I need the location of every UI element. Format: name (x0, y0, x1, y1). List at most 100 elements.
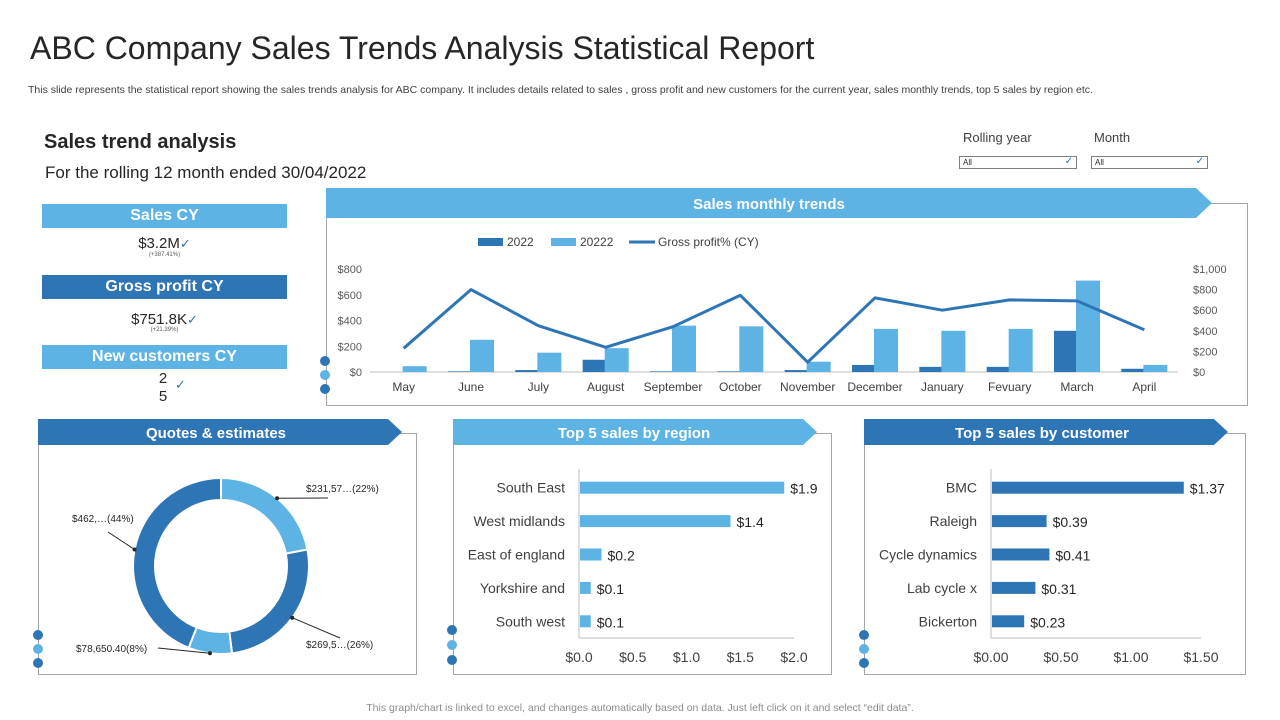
legend-swatch (551, 238, 576, 246)
bar-20222 (672, 325, 696, 372)
y-tick-label: $600 (338, 290, 362, 302)
x-tick-label: August (587, 380, 625, 394)
bar-2022 (919, 366, 944, 372)
x-tick-label: $0.5 (619, 649, 646, 665)
bar-20222 (604, 348, 629, 372)
panel-dot (33, 658, 43, 668)
y2-tick-label: $800 (1193, 285, 1217, 297)
check-icon: ✓ (186, 312, 198, 327)
panel-dot (447, 655, 457, 665)
bar (580, 481, 785, 494)
category-label: Cycle dynamics (879, 547, 977, 563)
summary-title: Sales trend analysis (44, 131, 237, 153)
value-label: $1.4 (737, 514, 764, 530)
x-tick-label: December (847, 380, 902, 394)
y-tick-label: $200 (338, 341, 362, 353)
check-icon: ✓ (175, 377, 186, 392)
new-customers-cy-value: 2 5 (155, 370, 171, 406)
value-label: $0.41 (1055, 548, 1090, 564)
gross-profit-amount: $751.8K (131, 311, 187, 328)
y2-tick-label: $600 (1193, 305, 1217, 317)
bar-20222 (1008, 328, 1033, 372)
value-label: $0.23 (1030, 614, 1065, 630)
bar-2022 (784, 370, 809, 372)
donut-slice (132, 476, 222, 650)
x-tick-label: September (644, 380, 703, 394)
bar (580, 548, 602, 561)
region-panel (453, 433, 832, 675)
quotes-header: Quotes & estimates (38, 419, 402, 445)
bar-20222 (402, 366, 427, 372)
x-tick-label: April (1132, 380, 1156, 394)
check-icon: ✓ (179, 236, 191, 251)
y-tick-label: $0 (350, 367, 362, 379)
bar-20222 (537, 352, 562, 372)
footer-note: This graph/chart is linked to excel, and… (366, 702, 914, 714)
month-label: Month (1094, 130, 1131, 145)
x-tick-label: $1.50 (1183, 649, 1218, 665)
panel-dot (320, 384, 330, 394)
y2-tick-label: $1,000 (1193, 264, 1227, 276)
category-label: South East (497, 480, 566, 496)
bar-2022 (515, 370, 540, 372)
x-tick-label: May (392, 380, 415, 394)
monthly-trends-title: Sales monthly trends (693, 196, 845, 213)
new-customers-line-1: 2 (158, 370, 168, 387)
rolling-year-select[interactable]: All ✓ (959, 156, 1077, 169)
check-icon: ✓ (1195, 156, 1204, 167)
bar (992, 581, 1036, 594)
bar-20222 (1076, 280, 1100, 372)
leader-line (291, 617, 341, 639)
month-value: All (1095, 158, 1104, 167)
value-label: $0.1 (597, 581, 624, 597)
panel-dot (33, 630, 43, 640)
bar-20222 (941, 330, 966, 372)
region-bar-chart[interactable]: South East $1.9 West midlands $1.4 East of e… (453, 446, 830, 673)
sales-cy-amount: $3.2M (138, 235, 180, 252)
summary-period: For the rolling 12 month ended 30/04/202… (45, 163, 367, 182)
value-label: $0.2 (608, 548, 635, 564)
quotes-donut-chart[interactable]: $231,57…(22%) $269,5…(26%) $78,650.40(8%) $… (38, 446, 415, 673)
bar-2022 (582, 359, 607, 372)
category-label: Bickerton (919, 613, 977, 629)
monthly-trends-chart[interactable]: $0 $200 $400 $600 $800 $0 $200 $400 $600 $800 $1,0… (326, 220, 1246, 404)
leader-arrow (275, 496, 280, 501)
legend-label: 2022 (507, 235, 534, 249)
bar-20222 (806, 361, 831, 372)
bar (580, 581, 591, 594)
customer-bar-chart[interactable]: BMC $1.37 Raleigh $0.39 Cycle dynamics $0.41 L… (864, 446, 1244, 673)
leader-line (157, 647, 211, 654)
category-label: East of england (468, 547, 565, 563)
donut-slice (220, 476, 309, 555)
x-tick-label: $0.50 (1043, 649, 1078, 665)
bar-2022 (717, 371, 742, 372)
value-label: $0.1 (597, 614, 624, 630)
category-label: West midlands (473, 513, 565, 529)
region-header: Top 5 sales by region (453, 419, 817, 445)
rolling-year-value: All (963, 158, 972, 167)
bar-20222 (470, 339, 494, 372)
slice-label: $462,…(44%) (72, 514, 134, 525)
x-tick-label: $1.00 (1113, 649, 1148, 665)
gross-profit-cy-note: (+21.39%) (150, 327, 179, 333)
leader-arrow (290, 615, 295, 620)
bar (580, 515, 731, 528)
value-label: $1.9 (790, 481, 817, 497)
sales-cy-header: Sales CY (42, 204, 287, 228)
panel-dot (447, 640, 457, 650)
bar-2022 (448, 371, 472, 372)
slice-label: $78,650.40(8%) (76, 644, 147, 655)
bar (992, 481, 1184, 494)
x-tick-label: November (780, 380, 835, 394)
customer-title: Top 5 sales by customer (955, 425, 1129, 442)
gross-profit-cy-header: Gross profit CY (42, 275, 287, 299)
donut-slice (228, 548, 310, 655)
bar-2022 (650, 371, 674, 372)
y2-tick-label: $400 (1193, 326, 1217, 338)
month-select[interactable]: All ✓ (1091, 156, 1208, 169)
new-customers-cy-header: New customers CY (42, 345, 287, 369)
page-title: ABC Company Sales Trends Analysis Statis… (30, 30, 815, 66)
x-tick-label: Fevuary (988, 380, 1031, 394)
x-tick-label: $1.5 (727, 649, 754, 665)
sales-cy-note: (+387.41%) (148, 252, 181, 258)
